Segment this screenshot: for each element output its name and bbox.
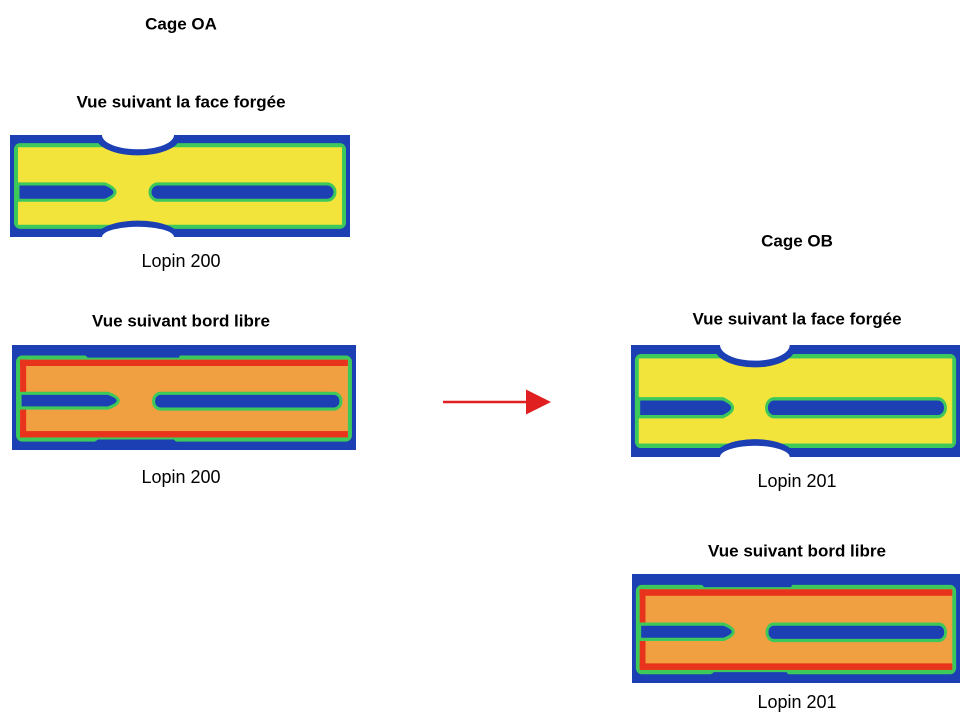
caption: Lopin 201 [757,471,836,491]
caption: Lopin 201 [757,692,836,712]
caption: Lopin 200 [141,467,220,487]
heatmap-image [10,135,350,237]
view-heading: Vue suivant bord libre [92,311,270,330]
view-heading: Vue suivant bord libre [708,541,886,560]
heatmap-image [12,345,356,450]
view-heading: Vue suivant la face forgée [76,92,285,111]
cage-title: Cage OA [145,14,217,33]
heatmap-image [632,574,960,683]
cage-title: Cage OB [761,231,833,250]
view-heading: Vue suivant la face forgée [692,309,901,328]
caption: Lopin 200 [141,251,220,271]
heatmap-image [631,345,960,457]
